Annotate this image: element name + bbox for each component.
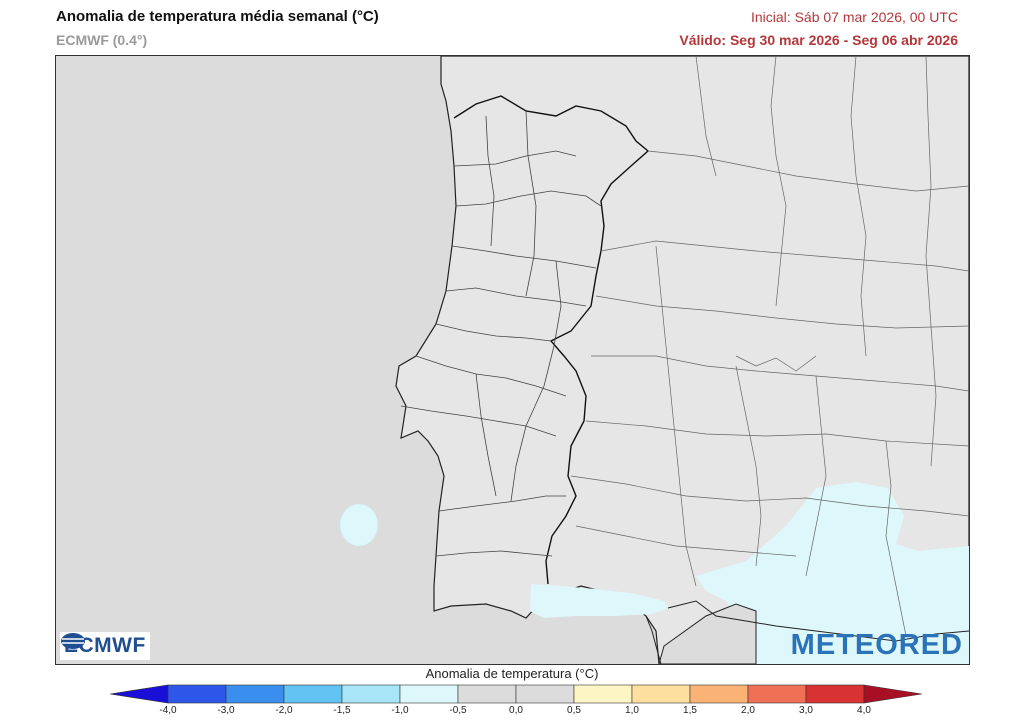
legend-arrow-low bbox=[110, 684, 169, 704]
legend-swatch bbox=[805, 684, 865, 704]
legend-tick-label: -0,5 bbox=[449, 705, 467, 716]
district-lines bbox=[400, 110, 602, 557]
legend-ticks: -4,0 -3,0 -2,0 -1,5 -1,0 -0,5 0,0 0,5 1,0 1,5 2,0 3… bbox=[0, 705, 1024, 719]
legend-swatch bbox=[399, 684, 459, 704]
meteored-logo: METEORED bbox=[790, 629, 963, 661]
legend-tick-label: -4,0 bbox=[159, 705, 177, 716]
legend-tick-label: -1,5 bbox=[333, 705, 351, 716]
anomaly-patch-ocean bbox=[339, 503, 379, 547]
legend-tick-label: 3,0 bbox=[799, 705, 813, 716]
legend-tick-label: 0,0 bbox=[509, 705, 523, 716]
map-canvas bbox=[56, 56, 969, 664]
ecmwf-logo: ECMWF bbox=[60, 632, 150, 660]
legend-swatch bbox=[225, 684, 285, 704]
anomaly-patch-algarve bbox=[530, 584, 668, 618]
legend-tick-label: 2,0 bbox=[741, 705, 755, 716]
legend-tick-label: 1,5 bbox=[683, 705, 697, 716]
legend-swatch bbox=[341, 684, 401, 704]
legend-tick-label: -3,0 bbox=[217, 705, 235, 716]
legend-swatch bbox=[689, 684, 749, 704]
legend-tick-label: -1,0 bbox=[391, 705, 409, 716]
legend-swatch bbox=[747, 684, 807, 704]
legend-tick-label: 1,0 bbox=[625, 705, 639, 716]
legend-swatch bbox=[457, 684, 517, 704]
legend-swatch bbox=[283, 684, 343, 704]
legend-swatch bbox=[573, 684, 633, 704]
border-portugal-spain bbox=[453, 95, 650, 585]
anomaly-map[interactable]: ECMWF METEORED bbox=[55, 55, 970, 665]
legend-arrow-high bbox=[863, 684, 922, 704]
legend-tick-label: -2,0 bbox=[275, 705, 293, 716]
legend-title: Anomalia de temperatura (°C) bbox=[425, 666, 599, 681]
legend-swatch bbox=[515, 684, 575, 704]
ecmwf-globe-icon bbox=[61, 633, 85, 649]
map-title: Anomalia de temperatura média semanal (°… bbox=[56, 8, 379, 25]
coast-north-africa bbox=[645, 615, 662, 664]
model-label: ECMWF (0.4°) bbox=[56, 32, 148, 48]
legend-tick-label: 0,5 bbox=[567, 705, 581, 716]
anomaly-patch-south-spain bbox=[696, 482, 969, 664]
legend-tick-label: 4,0 bbox=[857, 705, 871, 716]
initial-time: Inicial: Sáb 07 mar 2026, 00 UTC bbox=[751, 9, 958, 25]
legend-swatch bbox=[631, 684, 691, 704]
valid-period: Válido: Seg 30 mar 2026 - Seg 06 abr 202… bbox=[679, 32, 958, 48]
legend-swatch bbox=[167, 684, 227, 704]
legend-colorbar bbox=[110, 684, 922, 704]
coast-spain-south bbox=[667, 600, 969, 642]
province-lines bbox=[570, 56, 969, 637]
